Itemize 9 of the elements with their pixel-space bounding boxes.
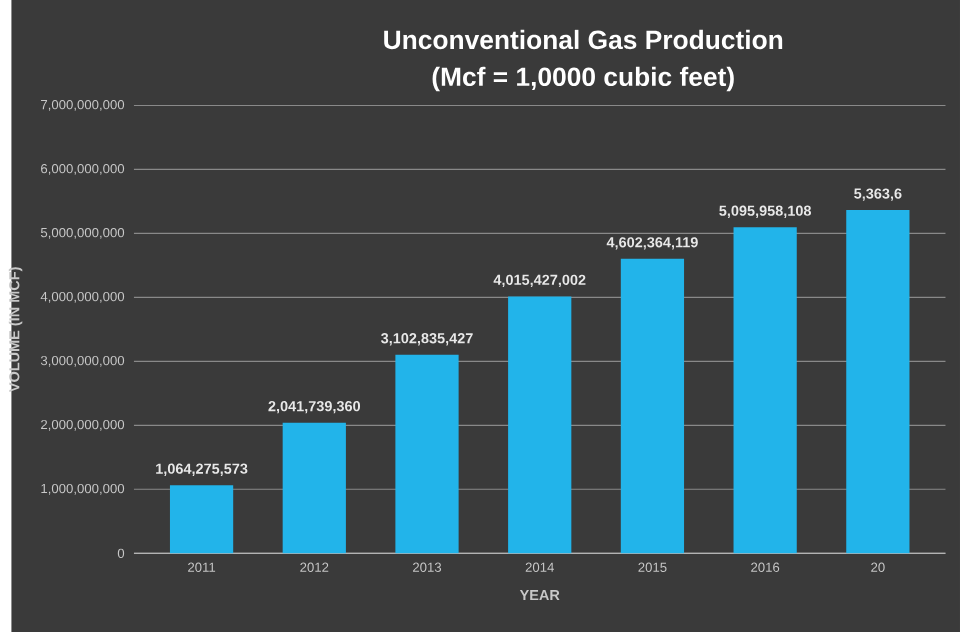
bar (395, 354, 459, 554)
bar (169, 485, 234, 554)
bar (733, 227, 797, 554)
bar (620, 258, 685, 554)
bar (508, 296, 572, 554)
chart-title: Unconventional Gas Production (384, 29, 783, 49)
chart-subtitle: (Mcf = 1,0000 cubic feet) (432, 66, 734, 92)
bar (846, 209, 910, 554)
bar (282, 422, 346, 554)
